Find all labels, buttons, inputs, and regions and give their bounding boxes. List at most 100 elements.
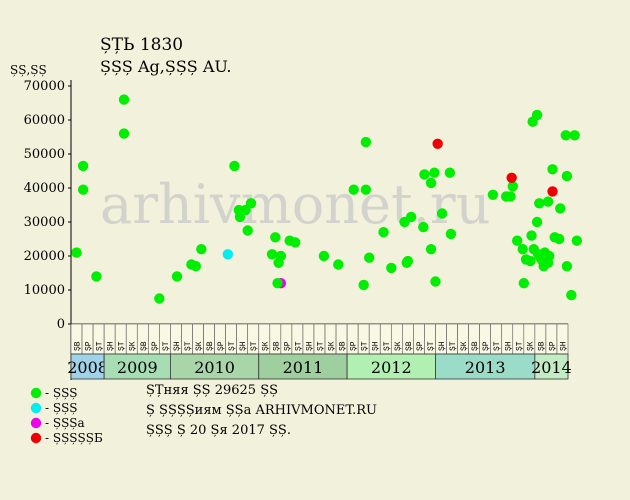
data-point <box>118 94 130 105</box>
y-tick-label: 50000 <box>24 147 65 162</box>
data-point <box>553 233 565 245</box>
year-label: 2014 <box>531 358 572 377</box>
data-point <box>560 130 571 141</box>
month-label: ȘК <box>460 341 469 351</box>
data-point <box>222 249 234 260</box>
month-label: ȘН <box>107 341 116 351</box>
data-point <box>77 160 89 172</box>
data-point <box>419 169 430 180</box>
month-label: ȘТ <box>118 341 127 351</box>
y-tick-label: 40000 <box>24 181 65 196</box>
month-label: ȘН <box>305 341 314 351</box>
month-label: ȘК <box>195 341 204 351</box>
data-point <box>430 276 441 287</box>
month-label: ȘР <box>85 341 94 351</box>
year-cell <box>103 353 171 380</box>
month-label: ȘТ <box>228 341 237 351</box>
data-point <box>290 237 301 248</box>
data-point <box>561 261 573 272</box>
data-point <box>517 244 528 255</box>
month-label: ȘН <box>504 341 513 351</box>
data-point <box>531 216 543 228</box>
data-point <box>425 244 437 255</box>
month-label: ȘТ <box>383 341 392 351</box>
data-point <box>566 289 577 301</box>
legend-label: - ȘȘȘa <box>45 416 85 430</box>
month-label: ȘВ <box>339 341 348 351</box>
y-tick-label: 60000 <box>24 113 65 128</box>
year-label: 2008 <box>67 358 108 377</box>
month-label: ȘТ <box>184 341 193 351</box>
month-label: ȘР <box>548 341 557 351</box>
y-axis-label: ȘȘ,ȘȘ <box>10 63 47 77</box>
info-line: Ș ȘȘȘȘиям ȘȘа ARHIVMONET.RU <box>146 403 377 418</box>
legend-marker <box>30 387 42 399</box>
month-label: ȘК <box>129 341 138 351</box>
data-point <box>229 160 240 172</box>
year-label: 2013 <box>465 358 506 377</box>
legend-marker <box>30 432 42 444</box>
y-tick-label: 10000 <box>24 283 65 298</box>
data-point <box>569 130 580 141</box>
y-axis-ticks: 0 10000 20000 30000 40000 50000 60000 70000 <box>24 79 71 332</box>
year-cell <box>169 353 260 380</box>
month-label: ȘТ <box>96 341 105 351</box>
data-point <box>71 247 82 258</box>
data-point <box>270 232 281 243</box>
data-point <box>429 167 440 178</box>
legend-label: - ȘȘȘ <box>45 401 78 415</box>
data-point <box>547 164 558 175</box>
chart-title: ȘȚЬ 1830 <box>100 35 183 55</box>
y-tick-label: 20000 <box>24 249 65 264</box>
month-label: ȘВ <box>206 341 215 351</box>
month-label: ȘН <box>173 341 182 351</box>
month-label: ȘВ <box>471 341 480 351</box>
data-point <box>418 221 429 233</box>
month-label: ȘВ <box>74 341 83 351</box>
data-point <box>360 136 372 148</box>
data-point <box>245 198 257 209</box>
year-label: 2012 <box>371 358 412 377</box>
data-point <box>348 184 359 195</box>
data-point <box>505 191 516 202</box>
data-point <box>242 225 253 236</box>
legend-marker <box>30 417 42 429</box>
month-label: ȘТ <box>250 341 259 351</box>
year-cells: 2008 2009 2010 2011 2012 2013 2014 <box>67 353 572 380</box>
month-label: ȘВ <box>405 341 414 351</box>
data-point <box>171 271 183 282</box>
month-label: ȘК <box>261 341 270 351</box>
data-point <box>378 227 389 238</box>
month-cells: ȘВ ȘР ȘТ ȘН ȘТ ȘК ȘВ ȘР ȘТ ȘН ȘТ ȘК ȘВ ȘР ȘТ ȘН ȘТ ȘК ȘВ ȘР… <box>70 323 568 355</box>
data-point <box>445 228 457 240</box>
info-line: ȘȚняя ȘȘ 29625 ȘȘ <box>146 383 278 398</box>
data-point <box>547 186 558 197</box>
info-lines: ȘȚняя ȘȘ 29625 ȘȘ Ș ȘȘȘȘиям ȘȘа ARHIVMONE… <box>146 383 377 438</box>
data-point <box>507 181 518 192</box>
year-cell <box>534 353 569 380</box>
month-label: ȘТ <box>317 341 326 351</box>
month-label: ȘР <box>151 341 160 351</box>
data-point <box>272 278 283 289</box>
month-label: ȘТ <box>427 341 436 351</box>
data-point <box>526 230 537 241</box>
data-point <box>531 109 543 121</box>
data-point <box>275 250 287 262</box>
data-point <box>405 211 417 223</box>
month-label: ȘТ <box>162 341 171 351</box>
data-point <box>425 177 437 189</box>
data-point <box>561 170 573 182</box>
data-point <box>318 250 330 262</box>
y-tick-label: 70000 <box>24 79 65 94</box>
data-point <box>487 189 499 200</box>
month-label: ȘР <box>416 341 425 351</box>
month-label: ȘН <box>438 341 447 351</box>
month-label: ȘР <box>482 341 491 351</box>
month-label: ȘТ <box>493 341 502 351</box>
month-label: ȘТ <box>294 341 303 351</box>
data-point <box>506 172 517 183</box>
month-label: ȘН <box>372 341 381 351</box>
y-tick-label: 0 <box>57 317 65 332</box>
chart-subtitle: ȘȘȘ Ag,ȘȘȘ AU. <box>100 57 231 76</box>
data-point <box>118 128 130 139</box>
